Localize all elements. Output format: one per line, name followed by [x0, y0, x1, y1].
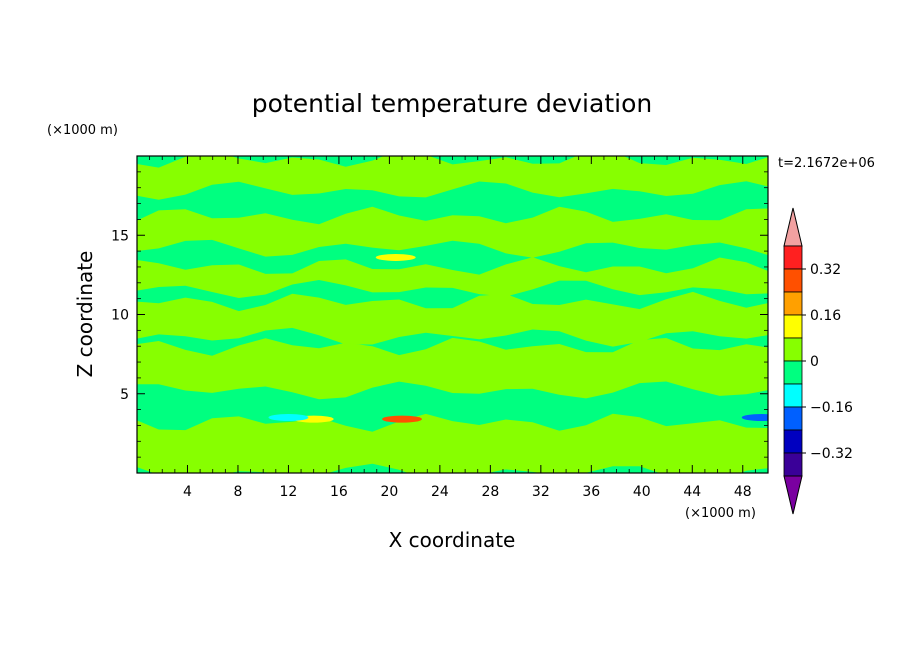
chart-title: potential temperature deviation: [252, 89, 652, 118]
positive-band: [137, 337, 768, 400]
colorbar-label: −0.32: [810, 446, 853, 462]
x-tick-label: 36: [582, 484, 600, 500]
colorbar-label: 0.32: [810, 262, 841, 278]
y-axis-label: Z coordinate: [73, 251, 97, 378]
x-tick-label: 20: [380, 484, 398, 500]
y-ticks: 5 10 15: [111, 171, 768, 458]
anomaly-spot: [741, 414, 768, 422]
x-unit-label: (×1000 m): [685, 506, 756, 521]
colorbar-segment: [783, 245, 803, 270]
x-tick-label: 28: [481, 484, 499, 500]
x-tick-label: 16: [330, 484, 348, 500]
x-tick-label: 32: [532, 484, 550, 500]
x-tick-label: 24: [431, 484, 449, 500]
anomaly-spot: [382, 415, 423, 423]
y-unit-label: (×1000 m): [47, 123, 118, 138]
colorbar-segment: [783, 429, 803, 454]
colorbar-segment: [783, 314, 803, 339]
colorbar-segment: [783, 360, 803, 385]
colorbar-upper-arrow: [783, 207, 803, 247]
time-label: t=2.1672e+06: [778, 156, 875, 171]
x-tick-label: 8: [233, 484, 242, 500]
positive-band: [137, 206, 768, 258]
field-layer: [137, 156, 768, 473]
colorbar-lower-arrow: [783, 475, 803, 515]
colorbar-segment: [783, 291, 803, 316]
colorbar: 0.32 0.16 0 −0.16 −0.32: [783, 207, 853, 515]
colorbar-segment: [783, 268, 803, 293]
y-tick-label: 15: [111, 228, 129, 244]
positive-band: [137, 156, 768, 200]
anomaly-spot: [375, 253, 416, 261]
x-ticks: 4 8 12 16 20 24 28 32 36 40 44 48: [149, 156, 756, 500]
y-tick-label: 5: [120, 387, 129, 403]
positive-band: [137, 413, 768, 473]
x-axis-label: X coordinate: [389, 528, 516, 552]
positive-band: [137, 257, 768, 298]
colorbar-segment: [783, 452, 803, 477]
colorbar-segment: [783, 337, 803, 362]
y-tick-label: 10: [111, 308, 129, 324]
positive-band: [137, 291, 768, 347]
x-tick-label: 12: [280, 484, 298, 500]
x-tick-label: 40: [633, 484, 651, 500]
colorbar-segment: [783, 406, 803, 431]
colorbar-label: 0.16: [810, 308, 841, 324]
x-tick-label: 4: [183, 484, 192, 500]
colorbar-segment: [783, 383, 803, 408]
x-tick-label: 44: [683, 484, 701, 500]
colorbar-label: 0: [810, 354, 819, 370]
x-tick-label: 48: [734, 484, 752, 500]
colorbar-label: −0.16: [810, 400, 853, 416]
anomaly-spot: [268, 414, 309, 422]
